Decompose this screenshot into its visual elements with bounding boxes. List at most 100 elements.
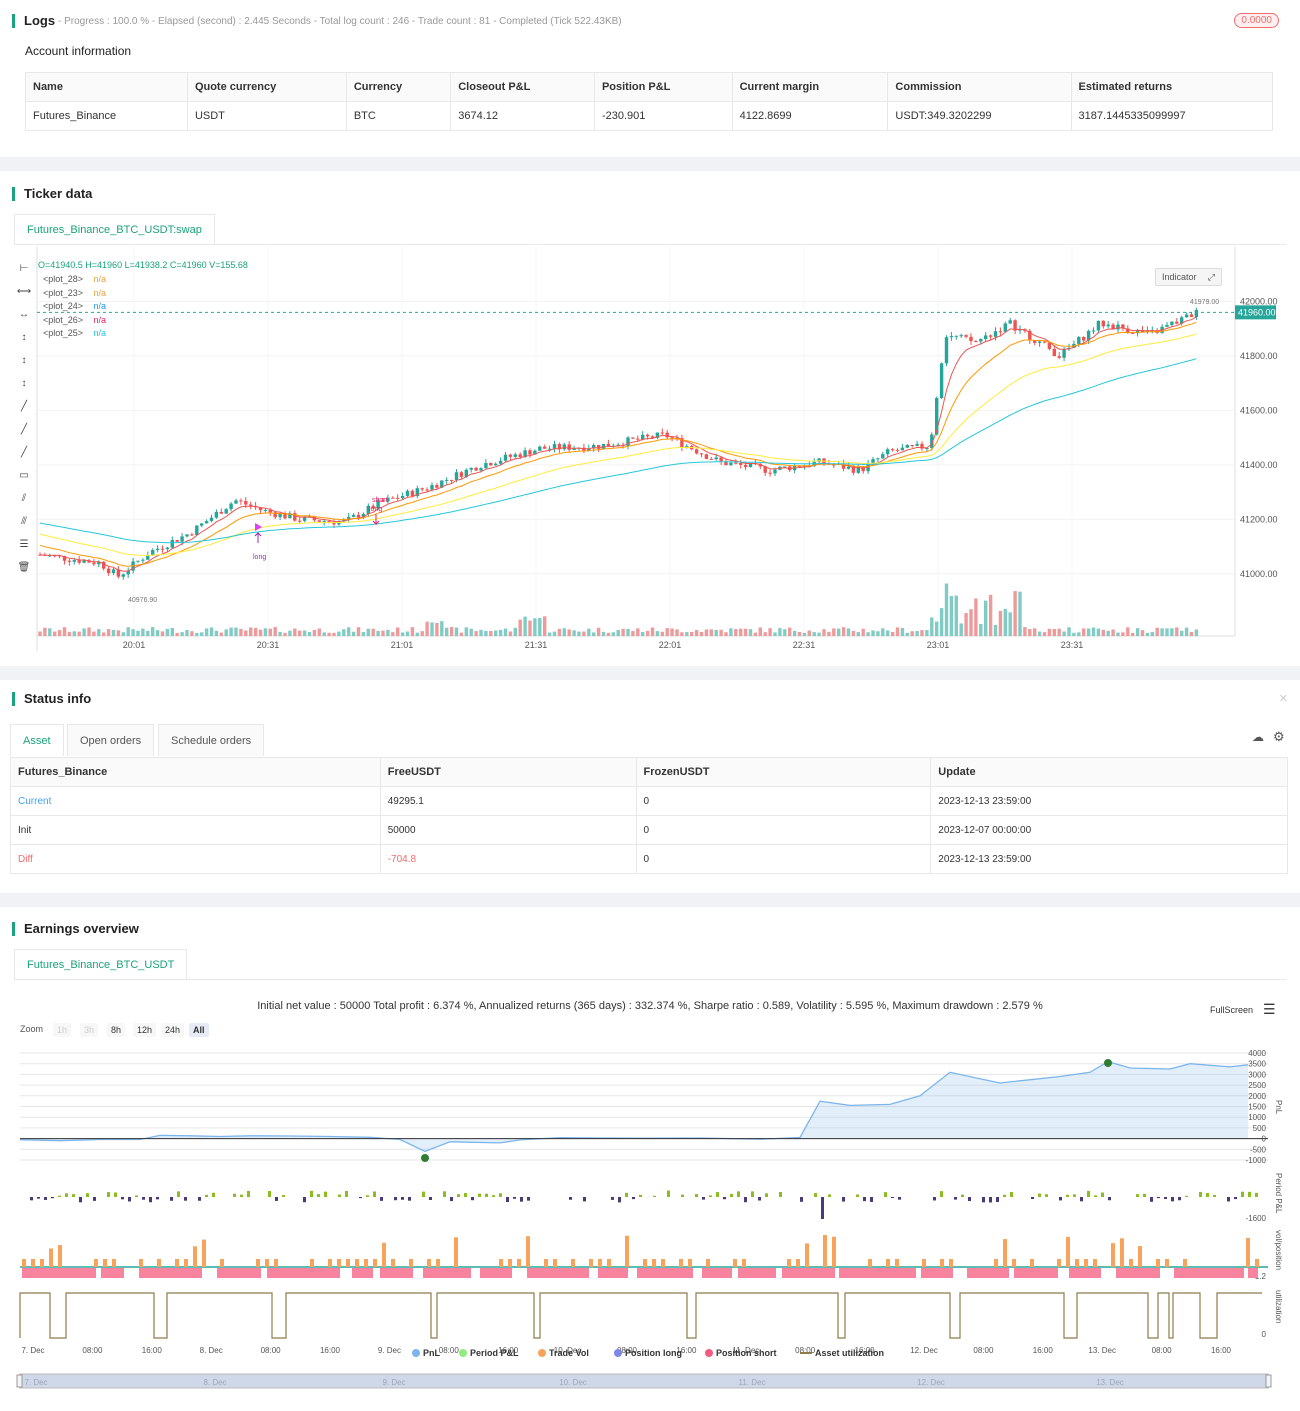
- volume-bar: [381, 630, 385, 636]
- zoom-3h-button[interactable]: 3h: [80, 1023, 99, 1037]
- volume-bar: [293, 628, 297, 636]
- candle-body: [391, 497, 395, 499]
- volume-bar: [97, 629, 101, 636]
- legend-item-position-short[interactable]: Position short: [705, 1348, 777, 1358]
- candle-body: [347, 516, 351, 521]
- ticker-tab[interactable]: Futures_Binance_BTC_USDT:swap: [14, 214, 215, 244]
- volume-bar: [1023, 627, 1027, 636]
- volume-bar: [783, 629, 787, 636]
- candle-body: [288, 513, 292, 519]
- vertical-line-icon[interactable]: ↕: [21, 354, 27, 366]
- status-tab-open-orders[interactable]: Open orders: [67, 724, 155, 756]
- vertical-ray-icon[interactable]: ↕: [21, 331, 27, 343]
- plot-value: n/a: [91, 328, 107, 338]
- candle-body: [283, 513, 287, 519]
- asset-header-cell: FrozenUSDT: [635, 757, 932, 787]
- legend-item-trade-vol[interactable]: Trade Vol: [538, 1348, 589, 1358]
- current-price-label: 41960.00: [1238, 307, 1276, 317]
- legend-item-position-long[interactable]: Position long: [614, 1348, 682, 1358]
- volume-bar: [180, 632, 184, 636]
- trend-line-icon[interactable]: ╱: [20, 400, 28, 412]
- status-tab-asset[interactable]: Asset: [10, 724, 64, 756]
- candle-body: [1008, 320, 1012, 324]
- time-tick-label: 23:01: [927, 640, 950, 650]
- candlestick-chart[interactable]: 42000.00 41800.00 41600.00 41400.00 41200.00…: [0, 171, 1300, 666]
- candle-body: [121, 574, 125, 577]
- zoom-1h-button[interactable]: 1h: [53, 1023, 72, 1037]
- volume-bar: [219, 632, 223, 636]
- legend-item-asset-utilization[interactable]: Asset utilization: [800, 1348, 884, 1358]
- candle-body: [1116, 324, 1120, 330]
- candle-body: [626, 437, 630, 446]
- volume-bar: [743, 628, 748, 636]
- ticker-panel: Ticker data Futures_Binance_BTC_USDT:swa…: [0, 171, 1300, 666]
- zoom-8h-button[interactable]: 8h: [107, 1023, 126, 1037]
- status-tab-schedule-orders[interactable]: Schedule orders: [158, 724, 265, 756]
- volume-bar: [837, 628, 841, 636]
- candles-group: [38, 307, 1199, 580]
- ray-line-icon[interactable]: ╱: [20, 423, 28, 435]
- candle-body: [704, 454, 709, 459]
- parallel-channel-icon[interactable]: ⫽: [21, 492, 27, 504]
- account-header-cell: Position P&L: [593, 72, 733, 102]
- earnings-tab[interactable]: Futures_Binance_BTC_USDT: [14, 949, 188, 979]
- horizontal-line-icon[interactable]: ⟷: [16, 285, 32, 297]
- volume-bar: [234, 627, 238, 636]
- candle-body: [1003, 323, 1007, 332]
- vertical-extended-icon[interactable]: ↕: [21, 377, 27, 389]
- volume-bar: [734, 629, 738, 636]
- volume-bar: [567, 629, 571, 636]
- indicator-button[interactable]: Indicator ⤢: [1155, 268, 1222, 286]
- legend-item-period-p-l[interactable]: Period P&L: [459, 1348, 519, 1358]
- candle-body: [783, 466, 787, 468]
- account-header-cell: Commission: [887, 72, 1072, 102]
- candle-body: [988, 335, 993, 337]
- zoom-All-button[interactable]: All: [189, 1023, 209, 1037]
- candle-body: [298, 520, 302, 522]
- ticker-title: Ticker data: [12, 187, 92, 201]
- pitchfork-icon[interactable]: ⫻: [21, 515, 27, 527]
- candle-body: [606, 443, 611, 447]
- candle-body: [180, 536, 184, 542]
- volume-bar: [288, 630, 292, 636]
- candle-body: [97, 561, 101, 565]
- volume-bar: [817, 632, 821, 636]
- price-range-icon[interactable]: ▭: [19, 469, 29, 481]
- volume-bar: [993, 624, 998, 636]
- extended-line-icon[interactable]: ↔: [19, 308, 29, 320]
- zoom-24h-button[interactable]: 24h: [161, 1023, 185, 1037]
- candle-body: [244, 501, 248, 505]
- extended-trend-icon[interactable]: ╱: [20, 446, 28, 458]
- volume-bar: [449, 627, 454, 636]
- candle-body: [87, 560, 91, 563]
- volume-bar: [552, 631, 557, 636]
- volume-bar: [351, 631, 356, 636]
- legend-marker-icon: [614, 1349, 622, 1357]
- close-icon[interactable]: ✕: [1278, 693, 1288, 705]
- trash-icon[interactable]: 🗑: [17, 561, 31, 573]
- asset-cell: -704.8: [379, 844, 637, 874]
- volume-bar: [645, 630, 650, 636]
- plot-legend-item: <plot_28> n/a: [43, 273, 106, 287]
- candle-body: [964, 335, 968, 337]
- menu-icon[interactable]: ☰: [1263, 1001, 1276, 1017]
- candle-body: [1194, 309, 1199, 318]
- horizontal-ray-icon[interactable]: ⊢: [19, 262, 29, 274]
- ohlc-readout: O=41940.5 H=41960 L=41938.2 C=41960 V=15…: [38, 260, 248, 270]
- candle-body: [944, 337, 949, 364]
- legend-item-pnl[interactable]: PnL: [412, 1348, 440, 1358]
- time-tick-label: 21:01: [391, 640, 414, 650]
- fib-levels-icon[interactable]: ☰: [19, 538, 29, 550]
- candle-body: [1013, 320, 1017, 331]
- expand-icon[interactable]: ⤢: [1207, 271, 1215, 282]
- candle-body: [998, 331, 1003, 333]
- gear-icon[interactable]: ⚙: [1273, 729, 1285, 744]
- volume-bar: [920, 630, 924, 636]
- fullscreen-button[interactable]: FullScreen ☰: [1210, 1001, 1276, 1018]
- candle-body: [939, 363, 944, 398]
- zoom-12h-button[interactable]: 12h: [133, 1023, 157, 1037]
- volume-bar: [1086, 628, 1091, 636]
- candle-body: [430, 485, 434, 490]
- volume-bar: [846, 628, 851, 636]
- cloud-icon[interactable]: ☁: [1252, 730, 1264, 744]
